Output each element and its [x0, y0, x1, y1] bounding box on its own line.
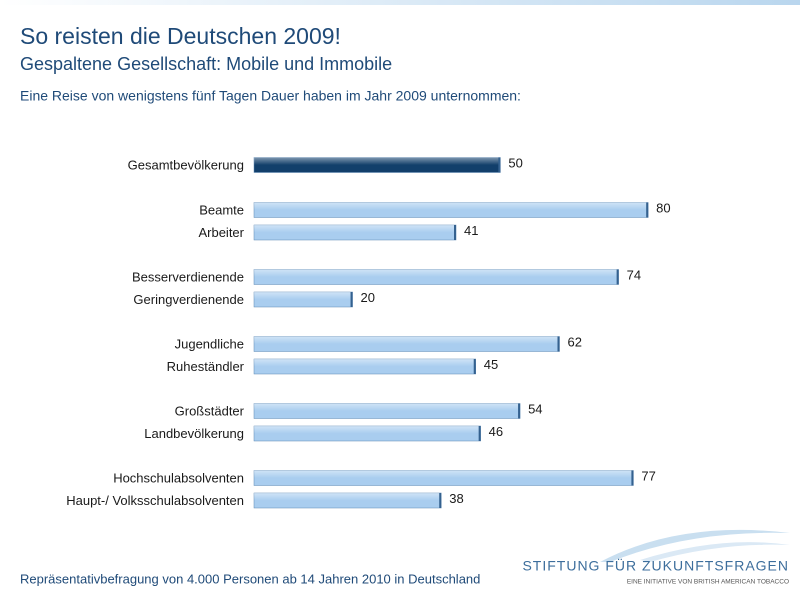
value-label: 20: [361, 290, 375, 305]
value-label: 77: [641, 468, 655, 483]
bar-end: [478, 426, 481, 441]
source: Repräsentativbefragung von 4.000 Persone…: [20, 571, 480, 586]
category-label: Gesamtbevölkerung: [128, 157, 244, 172]
bar-end: [631, 470, 634, 486]
value-label: 50: [508, 155, 522, 170]
bar-end: [518, 403, 521, 419]
value-label: 41: [464, 223, 478, 238]
bar-end: [439, 493, 442, 508]
logo-name: STIFTUNG FÜR ZUKUNFTSFRAGEN: [522, 557, 789, 574]
logo-tagline: EINE INITIATIVE VON BRITISH AMERICAN TOB…: [627, 579, 789, 586]
bar-end: [473, 359, 476, 374]
bar-shine: [254, 292, 353, 300]
bar-shine: [254, 359, 476, 367]
category-label: Hochschulabsolventen: [113, 470, 244, 485]
bar-end: [498, 157, 501, 173]
bar-shine: [254, 269, 619, 277]
logo: STIFTUNG FÜR ZUKUNFTSFRAGEN EINE INITIAT…: [522, 529, 790, 586]
bar-end: [350, 292, 353, 307]
category-label: Arbeiter: [198, 225, 244, 240]
bar-shine: [254, 336, 560, 344]
bar-end: [646, 202, 649, 218]
value-label: 46: [489, 424, 503, 439]
bar-shine: [254, 225, 457, 233]
value-label: 45: [484, 357, 498, 372]
bar-shine: [254, 202, 649, 210]
value-label: 54: [528, 401, 542, 416]
bar-end: [616, 269, 619, 285]
description: Eine Reise von wenigstens fünf Tagen Dau…: [20, 88, 521, 104]
category-label: Besserverdienende: [132, 269, 244, 284]
category-label: Beamte: [199, 202, 244, 217]
bar-end: [454, 225, 457, 240]
value-label: 74: [627, 267, 641, 282]
bar-shine: [254, 470, 634, 478]
logo-swoosh: [640, 542, 790, 562]
value-label: 80: [656, 200, 670, 215]
chart-subtitle: Gespaltene Gesellschaft: Mobile und Immo…: [20, 54, 392, 74]
logo-swoosh: [600, 529, 790, 562]
category-label: Ruheständler: [167, 359, 245, 374]
top-band: [0, 0, 800, 5]
value-label: 38: [449, 491, 463, 506]
bar-shine: [254, 157, 501, 165]
bar-shine: [254, 403, 521, 411]
category-label: Geringverdienende: [133, 292, 244, 307]
bar-shine: [254, 426, 481, 434]
category-label: Großstädter: [175, 403, 245, 418]
value-label: 62: [567, 334, 581, 349]
chart-title: So reisten die Deutschen 2009!: [20, 23, 341, 49]
bar-end: [557, 336, 560, 352]
category-label: Haupt-/ Volksschulabsolventen: [66, 493, 244, 508]
bar-shine: [254, 493, 442, 501]
category-label: Landbevölkerung: [144, 426, 244, 441]
category-label: Jugendliche: [175, 336, 244, 351]
